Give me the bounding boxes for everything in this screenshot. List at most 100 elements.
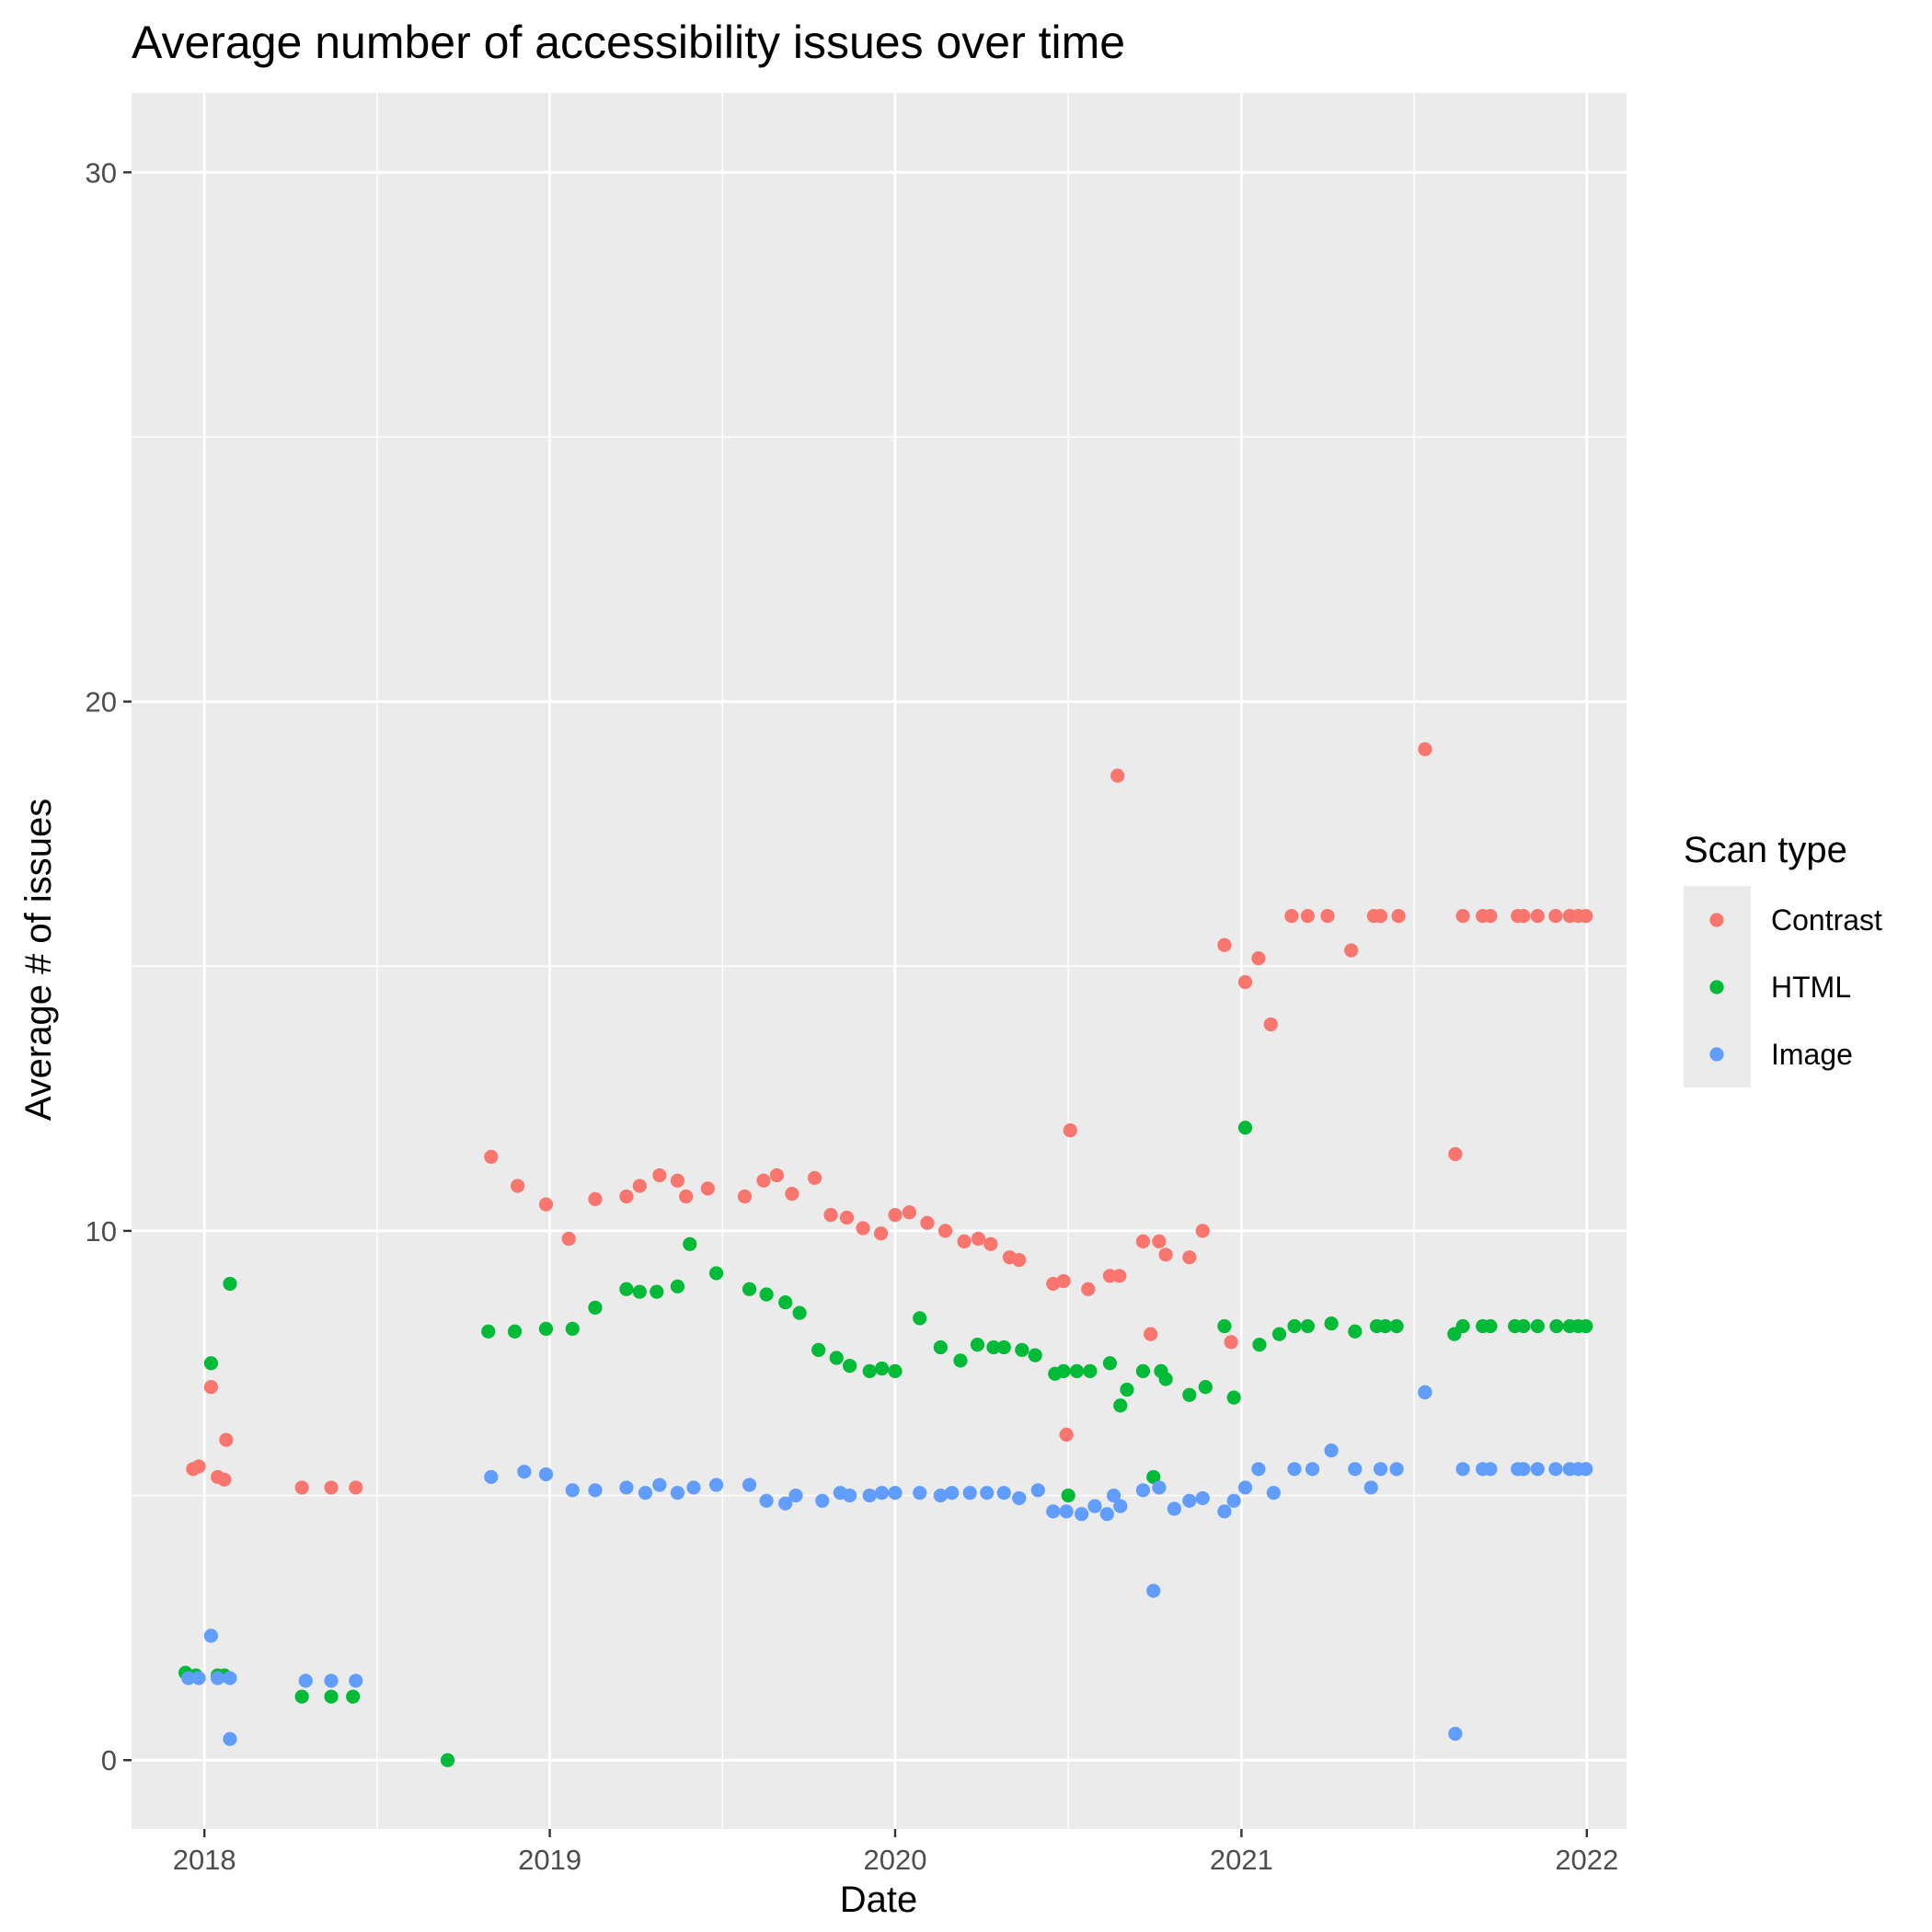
y-tick-label: 0 [101,1744,117,1777]
data-point [1012,1490,1027,1506]
data-point [349,1673,363,1688]
data-point [1146,1469,1161,1485]
data-point [683,1236,697,1251]
data-point [565,1321,580,1336]
data-point [970,1337,985,1352]
data-point [191,1459,206,1474]
data-point [294,1689,309,1704]
data-point [223,1671,237,1685]
data-point [742,1282,757,1296]
data-point [1030,1483,1045,1498]
series-contrast [186,742,1593,1495]
data-point [1237,974,1253,990]
data-point [1418,1385,1432,1399]
data-point [1324,1443,1339,1458]
data-point [517,1465,532,1479]
data-point [792,1305,807,1320]
data-point [1579,1462,1593,1477]
data-point [874,1486,890,1501]
data-point [862,1363,877,1378]
data-point [843,1359,857,1374]
data-point [913,1486,927,1501]
data-point [1146,1583,1161,1598]
data-point [1217,1318,1232,1334]
data-point [203,1628,218,1643]
data-point [933,1340,948,1355]
data-point [1455,1462,1470,1477]
data-point [953,1353,968,1368]
data-point [1237,1121,1253,1135]
data-point [619,1282,634,1296]
data-point [670,1279,685,1294]
data-point [1120,1382,1134,1397]
data-point [1135,1483,1151,1498]
data-point [324,1480,339,1495]
data-point [811,1342,826,1357]
data-point [1135,1363,1151,1378]
data-point [1418,742,1432,756]
data-point [440,1753,455,1767]
data-point [1046,1504,1061,1519]
data-point [538,1466,554,1482]
data-point [1389,1318,1404,1334]
data-point [484,1149,499,1164]
data-point [737,1189,753,1204]
data-point [1059,1504,1074,1519]
data-point [1099,1507,1114,1522]
data-point [219,1432,234,1447]
data-point [1237,1480,1253,1495]
data-point [1389,1462,1404,1477]
legend-label-contrast: Contrast [1771,903,1882,937]
x-axis: 2018 2019 2020 2021 2022 [173,1829,1618,1876]
data-point [759,1287,774,1302]
data-point [1195,1224,1210,1238]
data-point [709,1478,724,1492]
data-point [652,1478,667,1492]
data-point [619,1189,634,1204]
data-point [324,1673,339,1688]
data-point [1320,908,1335,924]
data-point [298,1673,313,1688]
data-point [1056,1273,1071,1289]
data-point [203,1356,218,1371]
data-point [1530,1318,1545,1334]
data-point [1012,1252,1027,1268]
data-point [1182,1387,1197,1402]
data-point [1106,1488,1121,1503]
data-point [1455,908,1470,924]
data-point [346,1689,361,1704]
data-point [1287,1462,1302,1477]
data-point [511,1179,525,1193]
data-point [1263,1017,1278,1032]
data-point [945,1486,960,1501]
data-point [996,1340,1011,1355]
y-axis-title: Average # of issues [18,799,59,1121]
data-point [1110,768,1125,783]
data-point [1135,1234,1151,1249]
data-point [223,1731,237,1746]
data-point [759,1493,774,1508]
data-point [1378,1318,1393,1334]
data-point [1224,1335,1238,1350]
data-point [1516,908,1531,924]
data-point [650,1284,664,1299]
data-point [1158,1372,1173,1386]
data-point [1548,1462,1563,1477]
data-point [888,1486,903,1501]
data-point [1300,1318,1316,1334]
data-point [481,1324,496,1339]
y-tick-label: 20 [86,686,117,719]
data-point [769,1167,785,1183]
data-point [888,1208,903,1223]
chart-title: Average number of accessibility issues o… [132,17,1125,68]
legend-label-html: HTML [1771,971,1851,1004]
data-point [1081,1282,1096,1296]
data-point [829,1351,844,1365]
data-point [1015,1342,1029,1357]
data-point [823,1208,838,1223]
y-axis: 0 10 20 30 [86,156,132,1777]
x-tick-label: 2020 [863,1844,926,1876]
data-point [619,1480,634,1495]
data-point [1373,1462,1388,1477]
